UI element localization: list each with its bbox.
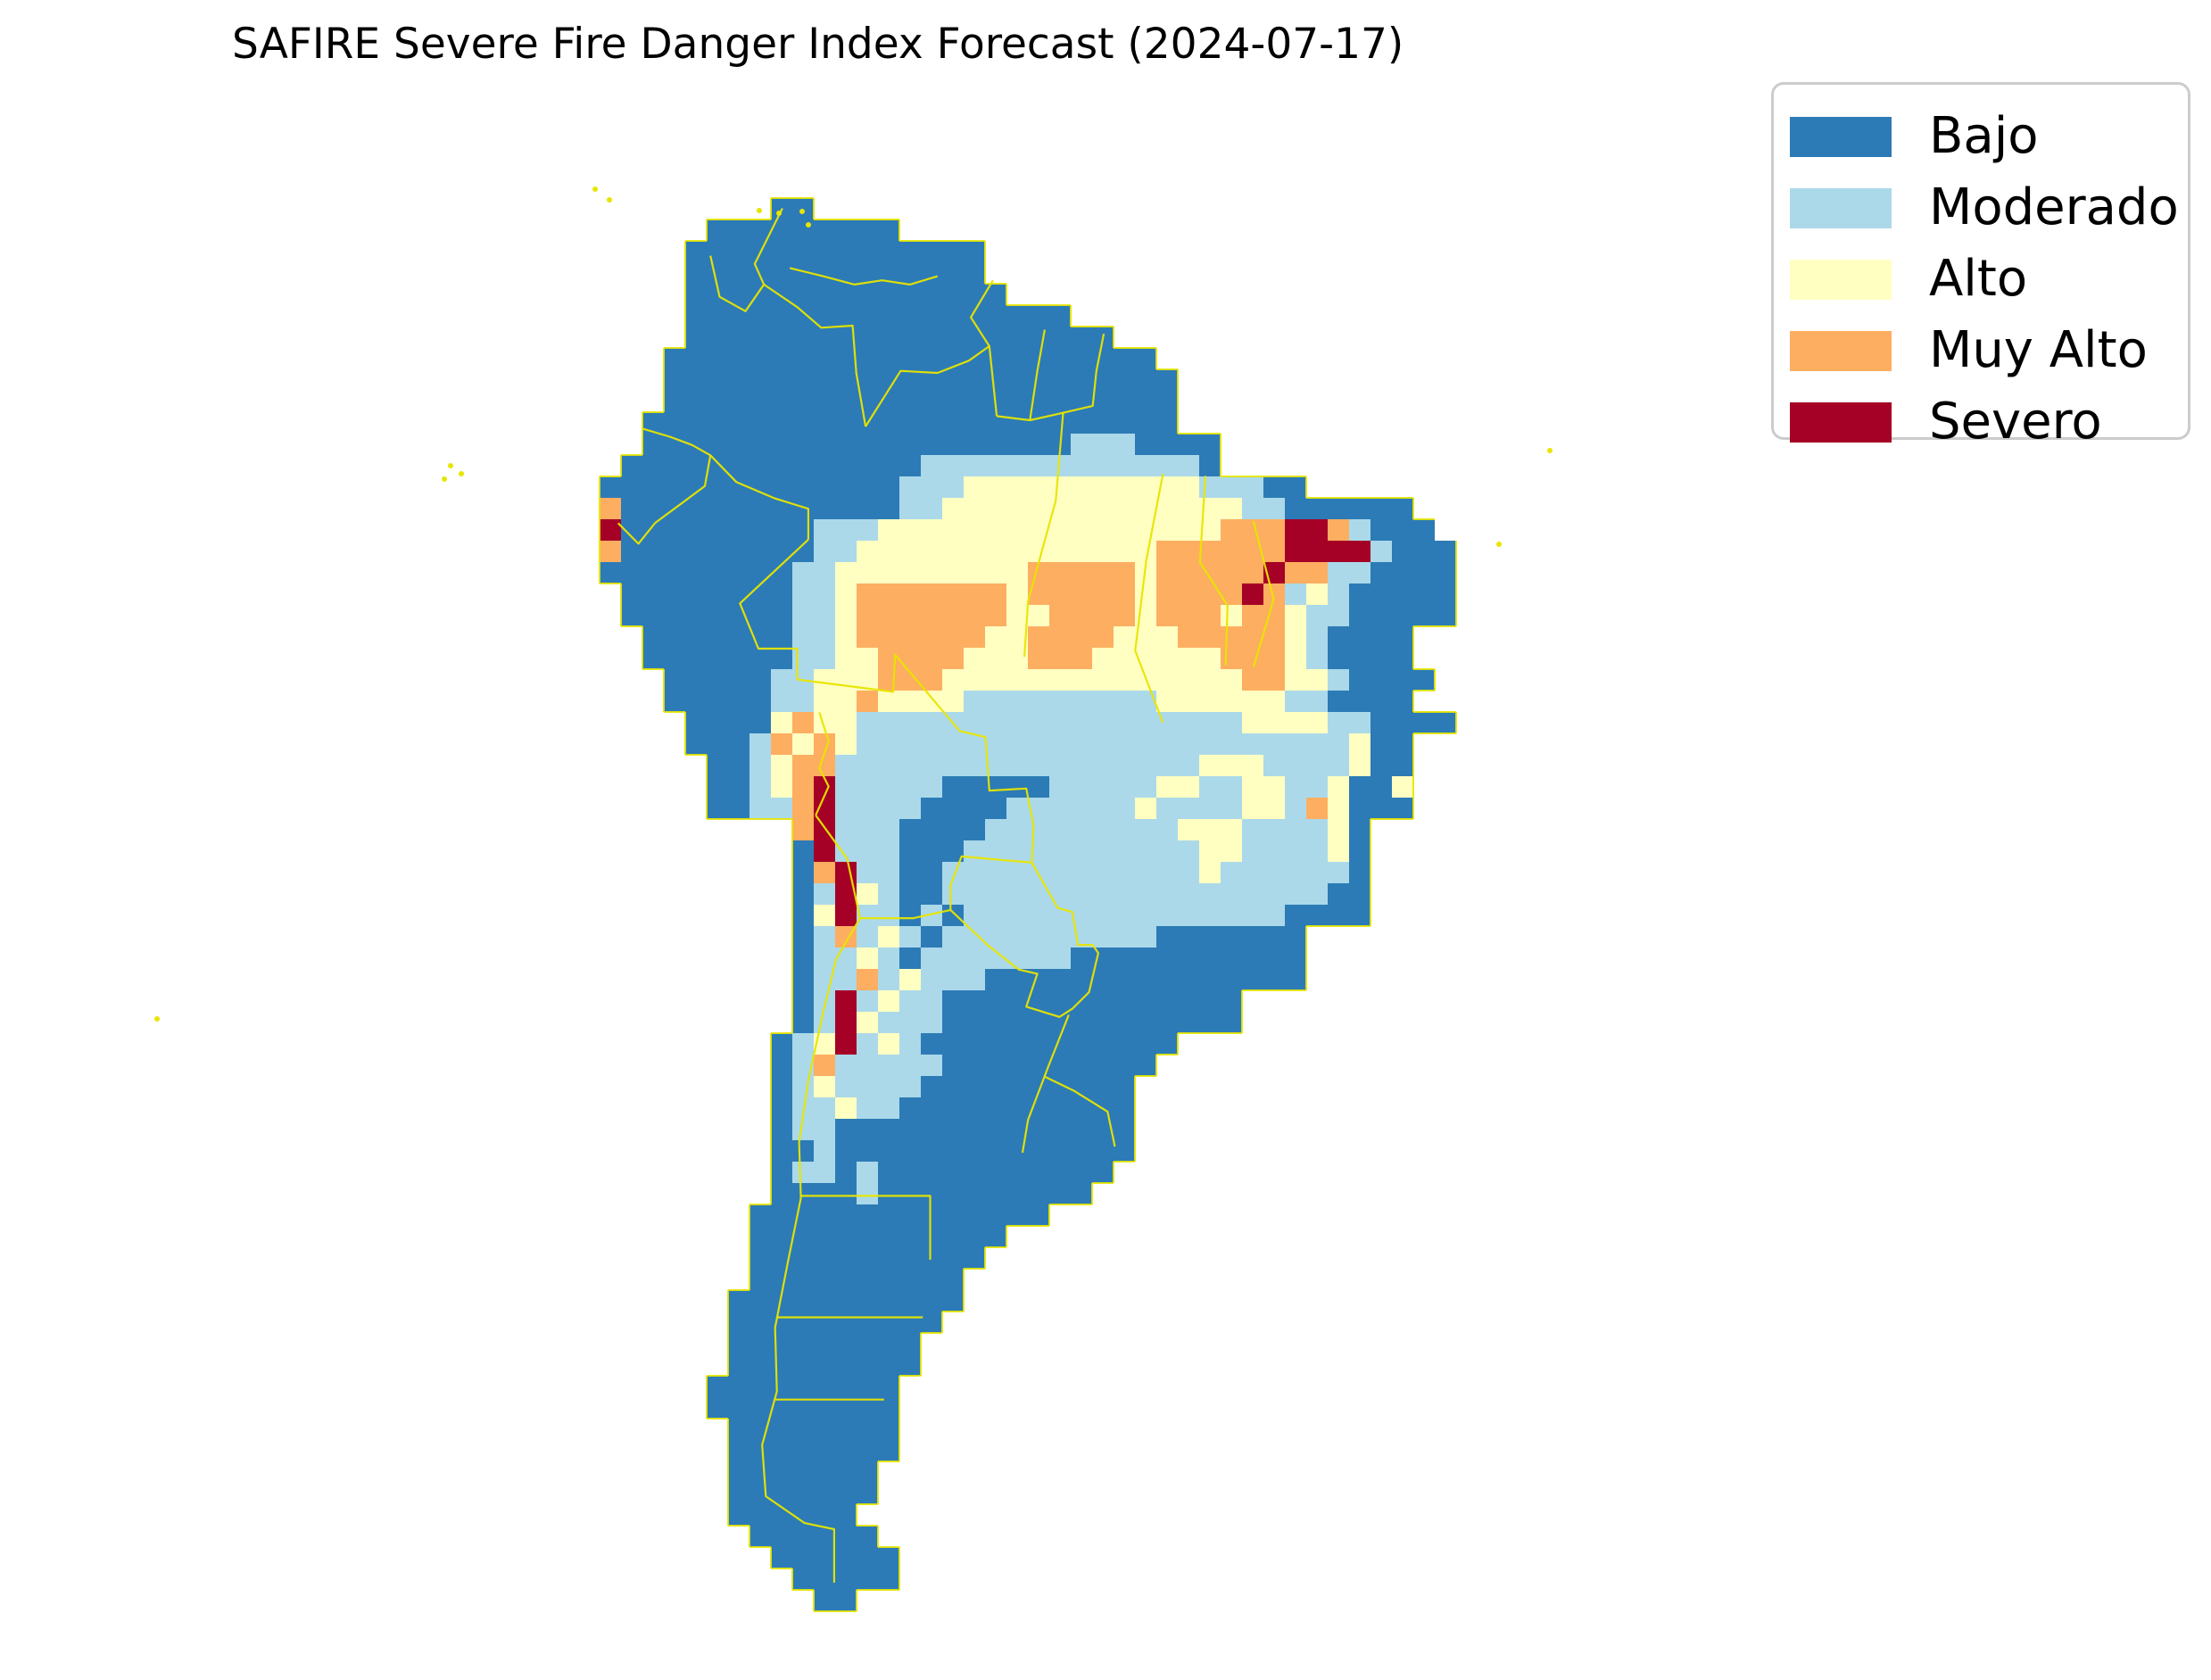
legend-label-severo: Severo [1929, 393, 2102, 451]
raster-layer [600, 198, 1456, 1611]
islands-layer [154, 186, 1553, 1022]
legend-item-severo: Severo [1790, 386, 2188, 458]
legend-item-bajo: Bajo [1790, 101, 2188, 172]
legend-swatch-moderado [1790, 187, 1892, 228]
legend-item-muy-alto: Muy Alto [1790, 315, 2188, 386]
legend-label-alto: Alto [1929, 250, 2028, 308]
legend-item-alto: Alto [1790, 244, 2188, 315]
legend-label-muy-alto: Muy Alto [1929, 321, 2148, 379]
legend-label-moderado: Moderado [1929, 178, 2179, 236]
legend: Bajo Moderado Alto Muy Alto Severo [1771, 82, 2190, 447]
legend-label-bajo: Bajo [1929, 107, 2039, 165]
legend-swatch-muy-alto [1790, 330, 1892, 371]
admin-borders-layer [617, 208, 1275, 1583]
legend-item-moderado: Moderado [1790, 172, 2188, 244]
coastline-layer [599, 197, 1457, 1612]
page-title: SAFIRE Severe Fire Danger Index Forecast… [232, 20, 1404, 69]
legend-swatch-alto [1790, 259, 1892, 300]
legend-swatch-bajo [1790, 116, 1892, 157]
legend-swatch-severo [1790, 401, 1892, 443]
